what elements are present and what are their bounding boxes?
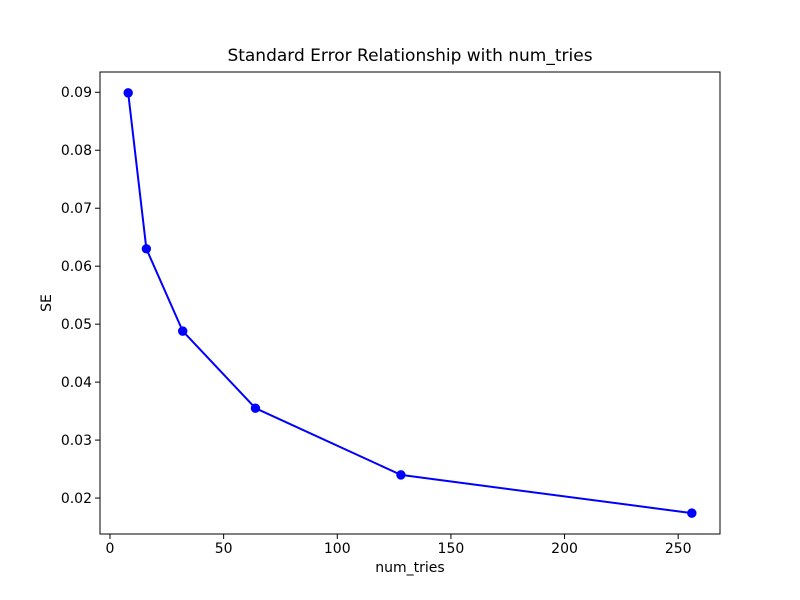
x-tick-label: 0 — [106, 541, 115, 557]
data-point — [250, 403, 261, 413]
y-tick-label: 0.03 — [61, 433, 92, 449]
data-point — [396, 470, 406, 480]
x-tick-label: 250 — [665, 541, 692, 557]
y-tick-label: 0.05 — [61, 317, 92, 333]
y-tick-label: 0.06 — [61, 259, 92, 275]
data-point — [178, 326, 188, 336]
data-point — [141, 244, 152, 254]
y-tick-label: 0.07 — [61, 201, 92, 217]
chart-title: Standard Error Relationship with num_tri… — [227, 46, 593, 66]
x-tick-label: 100 — [324, 541, 351, 557]
axes-frame — [99, 71, 721, 535]
x-tick-label: 150 — [438, 541, 465, 557]
x-axis-label: num_tries — [375, 560, 445, 576]
x-tick-label: 50 — [215, 541, 233, 557]
data-point — [123, 88, 133, 98]
y-tick-label: 0.08 — [61, 143, 92, 159]
se-line — [127, 91, 693, 515]
x-tick-label: 200 — [551, 541, 578, 557]
y-tick-label: 0.02 — [61, 491, 92, 507]
y-axis-label: SE — [39, 294, 55, 312]
y-tick-label: 0.04 — [61, 375, 92, 391]
data-point — [687, 508, 697, 518]
y-tick-label: 0.09 — [61, 85, 92, 101]
